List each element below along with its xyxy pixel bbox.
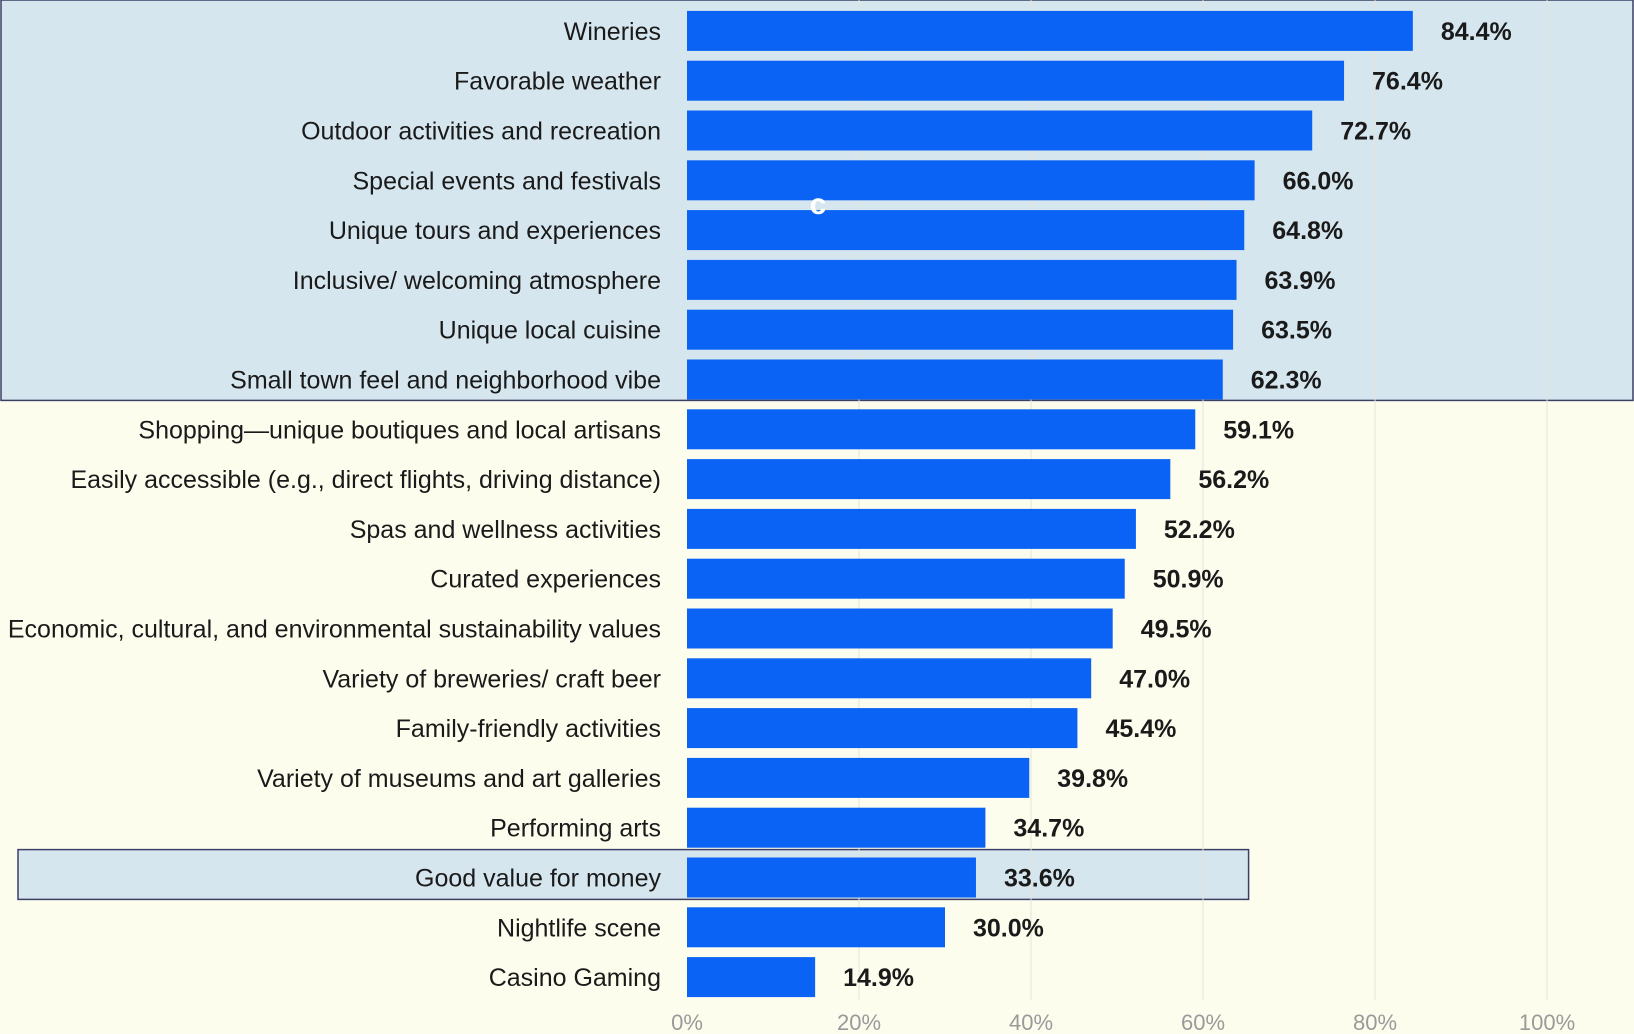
value-label: 76.4%: [1372, 68, 1443, 96]
bar: [687, 658, 1092, 699]
value-labels: 84.4% 76.4% 72.7% 66.0% 64.8% 63.9% 63.5% 62.3%…: [843, 18, 1512, 992]
category-labels: Wineries Favorable weather Outdoor activit…: [8, 18, 662, 992]
category-label: Curated experiences: [430, 566, 661, 594]
value-label: 63.9%: [1265, 267, 1336, 295]
bar: [687, 957, 816, 998]
value-label: 52.2%: [1164, 516, 1235, 544]
bar: [687, 359, 1223, 400]
x-tick-label: 40%: [1009, 1010, 1053, 1034]
highlight-box: [17, 848, 1250, 901]
category-label: Variety of museums and art galleries: [257, 765, 661, 793]
bar: [687, 160, 1255, 201]
x-tick-label: 80%: [1353, 1010, 1397, 1034]
bar: [687, 558, 1125, 599]
x-tick-label: 0%: [671, 1010, 703, 1034]
category-label: Favorable weather: [454, 68, 661, 96]
bar: [687, 309, 1234, 350]
bar: [687, 459, 1171, 500]
bars: [687, 10, 1413, 998]
category-label: Wineries: [564, 18, 661, 46]
category-label: Shopping—unique boutiques and local arti…: [138, 416, 661, 444]
bar: [687, 409, 1196, 450]
value-label: 56.2%: [1198, 466, 1269, 494]
category-label: Good value for money: [415, 865, 661, 893]
bar: [687, 259, 1237, 300]
value-label: 64.8%: [1272, 217, 1343, 245]
x-tick-label: 20%: [837, 1010, 881, 1034]
bar: [687, 210, 1245, 251]
category-label: Family-friendly activities: [396, 715, 661, 743]
bar: [687, 508, 1136, 549]
bar: [687, 807, 986, 848]
x-tick-label: 100%: [1519, 1010, 1575, 1034]
category-label: Small town feel and neighborhood vibe: [230, 367, 661, 395]
bar: [687, 708, 1078, 749]
value-label: 45.4%: [1105, 715, 1176, 743]
value-label: 66.0%: [1283, 167, 1354, 195]
category-label: Casino Gaming: [489, 964, 661, 992]
x-tick-label: 60%: [1181, 1010, 1225, 1034]
value-label: 50.9%: [1153, 566, 1224, 594]
value-label: 14.9%: [843, 964, 914, 992]
category-label: Unique local cuisine: [439, 317, 661, 345]
category-label: Nightlife scene: [497, 914, 661, 942]
value-label: 63.5%: [1261, 317, 1332, 345]
bar: [687, 857, 976, 898]
category-label: Outdoor activities and recreation: [301, 118, 661, 146]
cursor-icon: c: [810, 188, 827, 221]
bar: [687, 757, 1030, 798]
bar: [687, 60, 1345, 101]
category-label: Variety of breweries/ craft beer: [322, 665, 661, 693]
bar: [687, 608, 1113, 649]
value-label: 59.1%: [1223, 416, 1294, 444]
bar: [687, 907, 945, 948]
category-label: Spas and wellness activities: [350, 516, 661, 544]
category-label: Economic, cultural, and environmental su…: [8, 616, 661, 644]
bar: [687, 10, 1413, 51]
value-label: 39.8%: [1057, 765, 1128, 793]
value-label: 33.6%: [1004, 865, 1075, 893]
category-label: Unique tours and experiences: [329, 217, 661, 245]
value-label: 49.5%: [1141, 616, 1212, 644]
value-label: 47.0%: [1119, 665, 1190, 693]
value-label: 62.3%: [1251, 367, 1322, 395]
x-axis-tick-labels: 0% 20% 40% 60% 80% 100%: [671, 1010, 1575, 1034]
category-label: Easily accessible (e.g., direct flights,…: [70, 466, 661, 494]
value-label: 34.7%: [1013, 815, 1084, 843]
bar: [687, 110, 1313, 151]
category-label: Performing arts: [490, 815, 661, 843]
category-label: Inclusive/ welcoming atmosphere: [293, 267, 661, 295]
value-label: 72.7%: [1340, 118, 1411, 146]
value-label: 30.0%: [973, 914, 1044, 942]
category-label: Special events and festivals: [352, 167, 661, 195]
value-label: 84.4%: [1441, 18, 1512, 46]
